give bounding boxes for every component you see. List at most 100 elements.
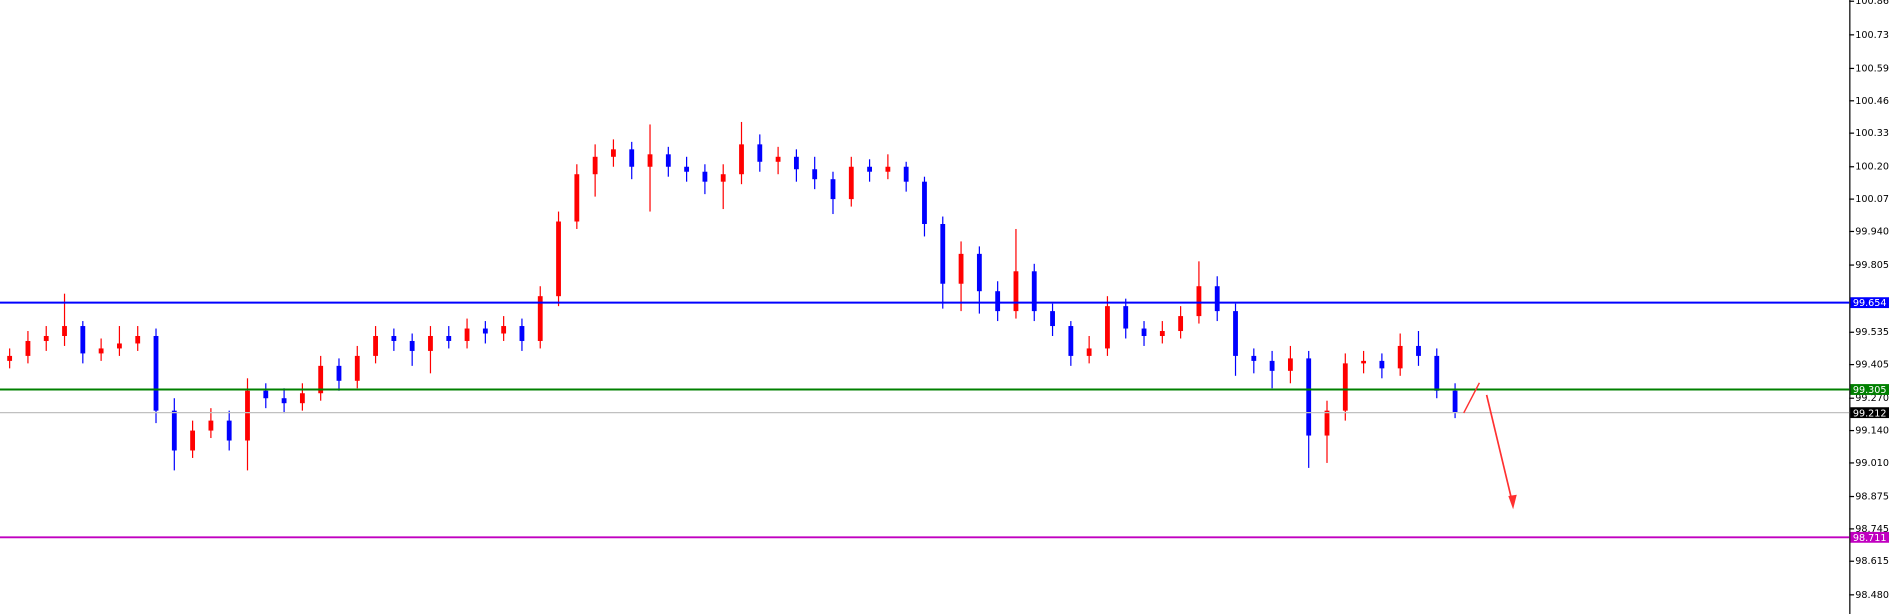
candle-body bbox=[867, 166, 872, 172]
y-tick-label: 100.730 bbox=[1855, 30, 1889, 41]
candle-body bbox=[720, 174, 726, 182]
candle-body bbox=[1068, 326, 1074, 356]
y-tick-label: 100.465 bbox=[1855, 96, 1889, 107]
level-label-box bbox=[1850, 297, 1889, 309]
forecast-arrow bbox=[1463, 382, 1517, 510]
candle-body bbox=[793, 156, 799, 170]
candle-body bbox=[43, 335, 49, 341]
candle-body bbox=[1214, 286, 1220, 312]
candle-body bbox=[446, 335, 452, 341]
candle-body bbox=[1324, 410, 1330, 436]
candle-body bbox=[226, 420, 232, 441]
y-tick-label: 98.745 bbox=[1855, 524, 1889, 535]
candle-body bbox=[1434, 355, 1440, 391]
y-tick-label: 99.535 bbox=[1855, 327, 1889, 338]
candle-body bbox=[958, 253, 964, 284]
candle-body bbox=[245, 390, 250, 441]
candle-body bbox=[464, 328, 470, 341]
candle-body bbox=[1342, 363, 1348, 411]
candle-body bbox=[409, 340, 415, 351]
candle-body bbox=[1105, 306, 1110, 349]
candle-body bbox=[757, 144, 763, 162]
candle-body bbox=[940, 223, 946, 284]
candle-body bbox=[739, 144, 744, 175]
candle-body bbox=[281, 398, 287, 404]
candle-body bbox=[299, 393, 305, 404]
candle-body bbox=[665, 154, 671, 167]
arrow-head bbox=[1508, 494, 1517, 510]
candle-body bbox=[1178, 316, 1184, 332]
y-tick-label: 99.805 bbox=[1855, 260, 1889, 271]
candle-body bbox=[976, 253, 982, 292]
candle-body bbox=[922, 181, 927, 224]
candle-body bbox=[501, 326, 507, 334]
candle-body bbox=[428, 335, 433, 351]
arrow-stroke bbox=[1463, 382, 1481, 414]
y-tick-label: 99.940 bbox=[1855, 226, 1889, 237]
level-label: 99.212 bbox=[1853, 408, 1887, 419]
y-tick-label: 99.405 bbox=[1855, 360, 1889, 371]
y-tick-label: 98.875 bbox=[1855, 492, 1889, 503]
candle-body bbox=[1269, 360, 1275, 371]
level-label-box bbox=[1850, 531, 1889, 543]
candle-body bbox=[995, 291, 1001, 312]
candle-body bbox=[263, 390, 269, 399]
y-tick-label: 99.270 bbox=[1855, 393, 1889, 404]
candle-body bbox=[1379, 360, 1385, 369]
candle-body bbox=[1196, 286, 1202, 317]
candle-body bbox=[62, 326, 67, 336]
candle-body bbox=[1361, 360, 1367, 364]
arrow-stroke bbox=[1485, 394, 1514, 506]
candle-body bbox=[336, 365, 342, 381]
candle-body bbox=[574, 174, 580, 222]
candle-body bbox=[885, 166, 891, 172]
y-tick-label: 99.140 bbox=[1855, 426, 1889, 437]
candle-body bbox=[647, 154, 653, 167]
candle-body bbox=[1159, 331, 1165, 336]
candle-body bbox=[1141, 328, 1147, 336]
candle-body bbox=[1233, 311, 1238, 356]
y-tick-label: 100.595 bbox=[1855, 63, 1889, 74]
candle-body bbox=[1287, 358, 1293, 371]
candle-body bbox=[391, 335, 397, 341]
y-tick-label: 98.615 bbox=[1855, 556, 1889, 567]
level-label: 99.305 bbox=[1853, 385, 1887, 396]
candle-body bbox=[171, 410, 177, 451]
y-tick-label: 100.865 bbox=[1855, 0, 1889, 7]
candle-body bbox=[775, 156, 781, 162]
level-label: 98.711 bbox=[1853, 533, 1887, 544]
candle-body bbox=[7, 355, 13, 361]
candle-body bbox=[1031, 271, 1037, 312]
candle-body bbox=[629, 149, 635, 167]
candle-body bbox=[80, 326, 86, 354]
candle-body bbox=[830, 179, 836, 200]
y-tick-label: 100.200 bbox=[1855, 162, 1889, 173]
candle-body bbox=[208, 420, 214, 431]
candle-body bbox=[1050, 311, 1055, 327]
candle-body bbox=[1086, 348, 1092, 356]
level-label: 99.654 bbox=[1853, 298, 1887, 309]
y-tick-label: 98.480 bbox=[1855, 590, 1889, 601]
candle-body bbox=[1013, 271, 1019, 312]
candle-body bbox=[1251, 355, 1257, 361]
candle-body bbox=[98, 348, 104, 354]
candle-body bbox=[318, 365, 324, 394]
y-tick-label: 99.010 bbox=[1855, 458, 1889, 469]
candle-body bbox=[1452, 390, 1458, 413]
candle-body bbox=[1123, 306, 1129, 329]
candle-body bbox=[848, 166, 854, 200]
candle-body bbox=[684, 166, 690, 172]
candle-body bbox=[903, 166, 909, 182]
y-tick-label: 100.070 bbox=[1855, 194, 1889, 205]
candle-body bbox=[812, 169, 818, 180]
level-label-box bbox=[1850, 384, 1889, 395]
candle-body bbox=[556, 221, 561, 297]
candle-body bbox=[702, 171, 708, 182]
candle-body bbox=[482, 328, 488, 334]
candle-body bbox=[190, 430, 196, 451]
candle-body bbox=[117, 343, 122, 349]
candle-body bbox=[1306, 358, 1312, 436]
